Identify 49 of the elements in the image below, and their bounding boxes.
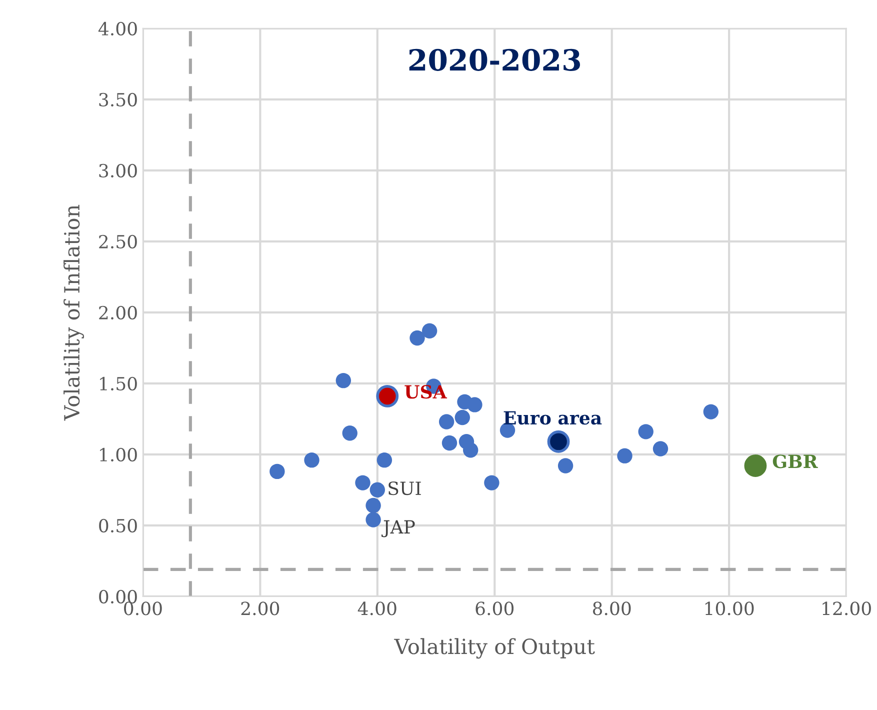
point	[442, 435, 458, 451]
x-tick-label: 2.00	[241, 602, 280, 616]
annotation: SUI	[388, 481, 421, 496]
point	[454, 410, 470, 426]
x-tick-label: 12.00	[822, 602, 871, 616]
point	[270, 464, 285, 480]
y-axis-title: Volatility of Inflation	[64, 204, 84, 421]
x-tick-label: 4.00	[358, 602, 396, 616]
x-tick-label: 10.00	[705, 602, 754, 616]
point	[366, 512, 381, 528]
annotation: JAP	[382, 520, 415, 538]
point	[547, 430, 570, 453]
point	[376, 452, 392, 468]
point	[652, 441, 668, 456]
y-tick-label: 2.50	[99, 234, 137, 249]
point	[467, 397, 482, 412]
series-label: GBR	[772, 454, 818, 468]
point	[410, 330, 425, 346]
y-tick-label: 4.00	[98, 22, 137, 36]
point	[438, 414, 454, 430]
y-tick-label: 0.50	[99, 518, 137, 533]
point	[376, 384, 399, 408]
point	[342, 425, 358, 441]
point	[422, 323, 438, 338]
point	[484, 475, 500, 490]
x-tick-label: 6.00	[476, 602, 514, 616]
point	[744, 454, 767, 477]
series-label: Euro area	[504, 411, 602, 425]
y-tick-label: 0.00	[99, 590, 137, 604]
x-tick-label: 8.00	[592, 602, 631, 616]
point	[304, 452, 320, 468]
point	[336, 372, 352, 388]
text: 2020-2023	[409, 48, 580, 71]
point	[703, 404, 719, 420]
series-label: USA	[404, 384, 448, 399]
y-tick-label: 2.00	[99, 306, 137, 320]
y-tick-label: 3.50	[99, 92, 137, 107]
point	[558, 458, 574, 474]
point	[638, 424, 654, 440]
y-tick-label: 3.00	[99, 164, 137, 178]
point	[617, 448, 632, 464]
x-tick-label: 0.00	[124, 602, 162, 616]
point	[366, 498, 381, 514]
x-axis-title: Volatility of Output	[394, 638, 595, 659]
point	[355, 475, 370, 490]
point	[462, 442, 478, 458]
y-tick-label: 1.00	[100, 448, 137, 462]
y-tick-label: 1.50	[100, 376, 137, 391]
point	[370, 482, 386, 498]
